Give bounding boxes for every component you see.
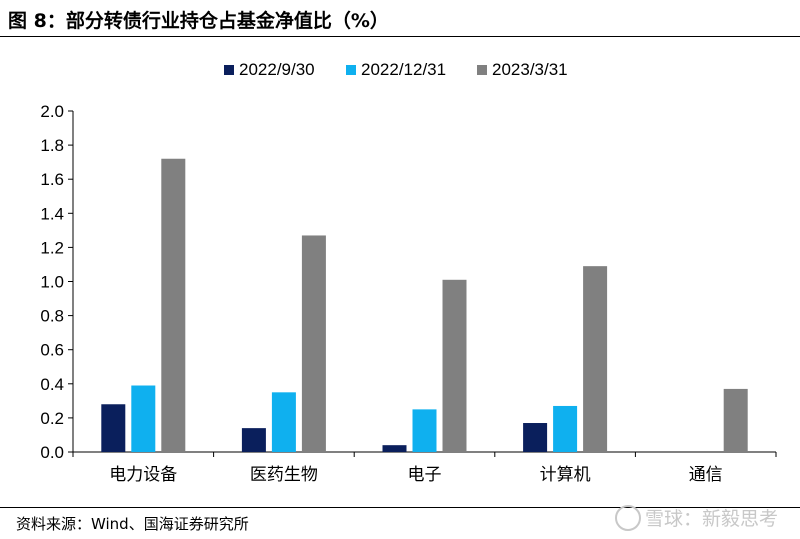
bottom-rule [0,507,800,508]
y-tick-label: 1.8 [40,136,64,155]
bar-series-1-4 [523,423,548,452]
x-category-label: 电力设备 [109,465,177,485]
y-tick-label: 0.2 [40,409,64,428]
source-note: 资料来源：Wind、国海证券研究所 [16,515,249,533]
legend-label-series-1: 2022/9/30 [239,60,315,79]
legend-item-series-3: 2023/3/31 [477,60,568,80]
watermark-text: 雪球：新毅思考 [644,508,778,530]
legend-label-series-3: 2023/3/31 [492,60,568,79]
bar-series-3-3 [442,279,467,452]
y-tick-label: 0.8 [40,307,64,326]
chart-legend: 2022/9/30 2022/12/31 2023/3/31 [0,60,800,82]
bar-series-3-1 [161,158,186,453]
bar-series-1-1 [101,404,126,452]
y-tick-label: 0.4 [40,375,64,394]
figure-title: 图 8：部分转债行业持仓占基金净值比（%） [8,10,389,32]
bar-series-3-2 [301,235,326,452]
y-tick-label: 1.4 [40,204,64,223]
bar-series-2-1 [131,385,156,452]
x-category-label: 电子 [408,465,442,485]
y-tick-label: 0.6 [40,341,64,360]
bar-series-2-2 [271,392,296,452]
y-tick-label: 2.0 [40,102,64,121]
xueqiu-logo-icon [614,504,641,531]
bar-series-3-4 [583,266,608,452]
watermark: 雪球：新毅思考 [614,504,778,533]
top-rule [0,36,800,37]
legend-swatch-series-1 [224,65,234,75]
bar-series-1-2 [241,428,266,452]
legend-label-series-2: 2022/12/31 [361,60,447,79]
y-tick-label: 1.2 [40,238,64,257]
legend-swatch-series-2 [346,65,356,75]
legend-swatch-series-3 [477,65,487,75]
y-tick-label: 1.6 [40,170,64,189]
x-category-label: 计算机 [540,465,591,485]
legend-item-series-1: 2022/9/30 [224,60,315,80]
legend-item-series-2: 2022/12/31 [346,60,446,80]
bar-series-3-5 [723,388,748,452]
bar-series-1-3 [382,445,407,452]
y-tick-label: 0.0 [40,443,64,462]
bar-series-2-4 [553,405,578,452]
x-category-label: 通信 [689,465,723,485]
x-category-label: 医药生物 [250,465,318,485]
bar-series-2-3 [412,409,437,452]
y-tick-label: 1.0 [40,273,64,292]
